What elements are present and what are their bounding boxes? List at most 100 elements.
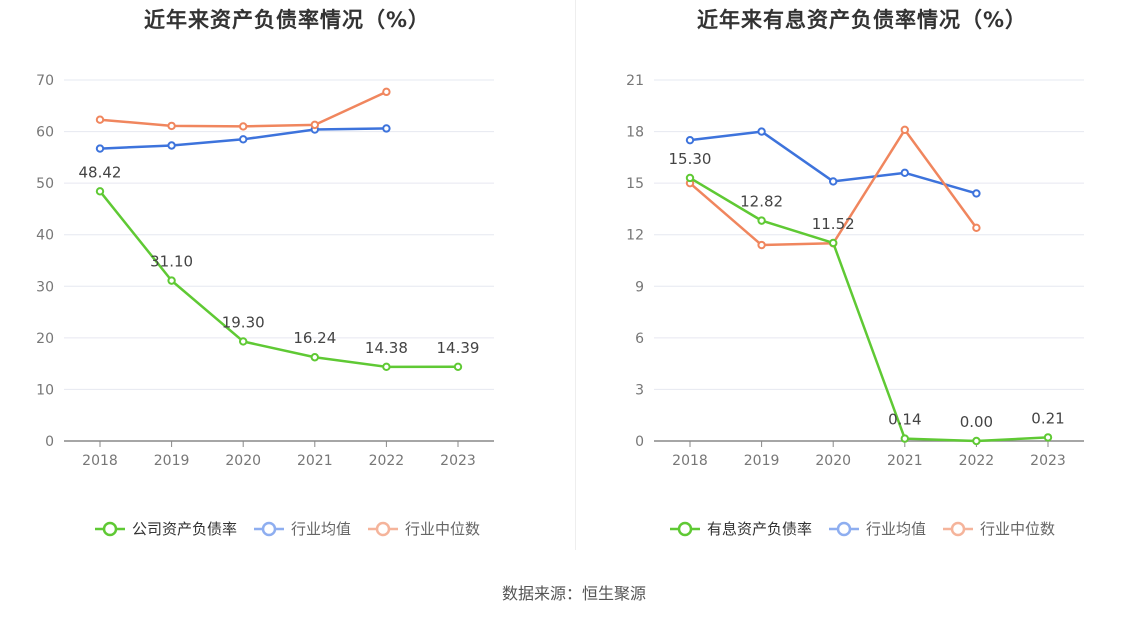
legend-marker-icon: [828, 521, 859, 536]
data-point[interactable]: [757, 127, 766, 136]
chart-title: 近年来有息资产负债率情况（%）: [696, 8, 1028, 32]
y-tick-label: 60: [36, 125, 54, 141]
data-label: 31.10: [150, 253, 193, 271]
plot-area: 0 10 20 30 40 50 60 70 2018 2019 2020 2021 2022 2023 4…: [36, 73, 494, 469]
series-line: [689, 176, 1049, 443]
data-point[interactable]: [95, 115, 105, 124]
y-tick-label: 0: [635, 434, 644, 450]
series-line: [99, 90, 387, 128]
y-tick-label: 6: [635, 331, 644, 347]
data-label: 15.30: [669, 150, 712, 168]
legend-label: 公司资产负债率: [131, 520, 237, 538]
legend-label: 有息资产负债率: [706, 520, 812, 538]
data-label: 14.38: [365, 339, 408, 357]
y-tick-label: 15: [626, 176, 644, 192]
legend-item[interactable]: 行业均值: [828, 518, 926, 539]
legend-label: 行业中位数: [980, 520, 1056, 538]
data-point[interactable]: [453, 362, 463, 371]
y-tick-label: 12: [626, 228, 644, 244]
y-tick-label: 30: [36, 279, 54, 295]
x-tick-label: 2019: [154, 453, 190, 469]
y-tick-label: 18: [626, 125, 644, 141]
legend-marker-icon: [253, 521, 284, 536]
y-tick-label: 10: [36, 382, 54, 398]
legend: 有息资产负债率 行业均值 行业中位数: [576, 518, 1148, 539]
legend-marker-icon: [943, 521, 973, 536]
data-label: 0.21: [1031, 409, 1064, 427]
source-note: 数据来源：恒生聚源: [501, 584, 646, 603]
data-label: 12.82: [740, 193, 783, 211]
x-tick-label: 2021: [887, 453, 923, 469]
data-label: 11.52: [812, 215, 855, 233]
legend-marker-icon: [94, 521, 125, 536]
data-point[interactable]: [829, 177, 838, 186]
data-point[interactable]: [972, 189, 981, 198]
data-point[interactable]: [310, 353, 319, 362]
data-point[interactable]: [972, 436, 981, 446]
data-point[interactable]: [829, 238, 838, 248]
legend-item[interactable]: 行业均值: [253, 518, 351, 539]
data-point[interactable]: [757, 240, 766, 250]
x-tick-label: 2022: [369, 453, 405, 469]
data-point[interactable]: [239, 135, 248, 144]
data-point[interactable]: [1043, 433, 1053, 442]
legend-marker-icon: [368, 521, 398, 536]
legend-item[interactable]: 有息资产负债率: [669, 518, 812, 539]
y-tick-label: 21: [626, 73, 644, 89]
y-tick-label: 20: [36, 331, 54, 347]
y-tick-label: 9: [635, 279, 644, 295]
data-label: 0.14: [888, 411, 921, 429]
x-tick-label: 2020: [225, 453, 261, 469]
x-tick-label: 2018: [672, 453, 708, 469]
data-point[interactable]: [900, 125, 909, 135]
data-point[interactable]: [900, 434, 909, 443]
chart-right: 近年来有息资产负债率情况（%） 0 3 6 9 12 15 18 21 2018 2019 2020…: [576, 0, 1148, 560]
data-point[interactable]: [167, 141, 176, 150]
legend-item[interactable]: 公司资产负债率: [94, 518, 237, 539]
legend-label: 行业均值: [865, 520, 926, 538]
data-point[interactable]: [757, 216, 766, 225]
data-label: 19.30: [222, 313, 265, 331]
data-point[interactable]: [239, 122, 248, 131]
data-point[interactable]: [95, 144, 105, 153]
data-point[interactable]: [382, 87, 391, 97]
data-point[interactable]: [167, 121, 176, 131]
data-label: 16.24: [293, 329, 336, 347]
x-tick-label: 2020: [815, 453, 851, 469]
y-tick-label: 0: [45, 434, 54, 450]
x-tick-label: 2022: [959, 453, 995, 469]
x-tick-label: 2021: [297, 453, 333, 469]
plot-area: 0 3 6 9 12 15 18 21 2018 2019 2020 2021 2022 2023 15.3…: [626, 73, 1084, 469]
data-point[interactable]: [382, 362, 391, 372]
legend-label: 行业中位数: [405, 520, 481, 538]
divider: [575, 0, 576, 550]
data-label: 48.42: [79, 163, 122, 181]
legend-item[interactable]: 行业中位数: [367, 518, 480, 539]
series-line: [99, 190, 459, 369]
legend-item[interactable]: 行业中位数: [942, 518, 1055, 539]
data-point[interactable]: [685, 135, 695, 145]
x-tick-label: 2018: [82, 453, 118, 469]
chart-title: 近年来资产负债率情况（%）: [143, 8, 431, 32]
x-tick-label: 2023: [440, 453, 476, 469]
legend-marker-icon: [669, 521, 700, 536]
data-label: 14.39: [437, 339, 480, 357]
x-tick-label: 2019: [744, 453, 780, 469]
data-label: 0.00: [960, 413, 993, 431]
data-point[interactable]: [972, 223, 981, 233]
x-tick-label: 2023: [1030, 453, 1066, 469]
y-tick-label: 70: [36, 73, 54, 89]
data-point[interactable]: [685, 173, 695, 183]
data-point[interactable]: [167, 276, 176, 285]
chart-left: 近年来资产负债率情况（%） 0 10 20 30 40 50 60 70 2018 2019 202…: [0, 0, 574, 560]
data-point[interactable]: [900, 168, 909, 178]
data-point[interactable]: [382, 124, 391, 133]
y-tick-label: 3: [635, 382, 644, 398]
data-point[interactable]: [310, 120, 319, 130]
data-point[interactable]: [239, 337, 248, 346]
y-tick-label: 50: [36, 176, 54, 192]
data-point[interactable]: [95, 187, 105, 196]
y-tick-label: 40: [36, 228, 54, 244]
legend-label: 行业均值: [290, 520, 351, 538]
legend: 公司资产负债率 行业均值 行业中位数: [0, 518, 574, 539]
